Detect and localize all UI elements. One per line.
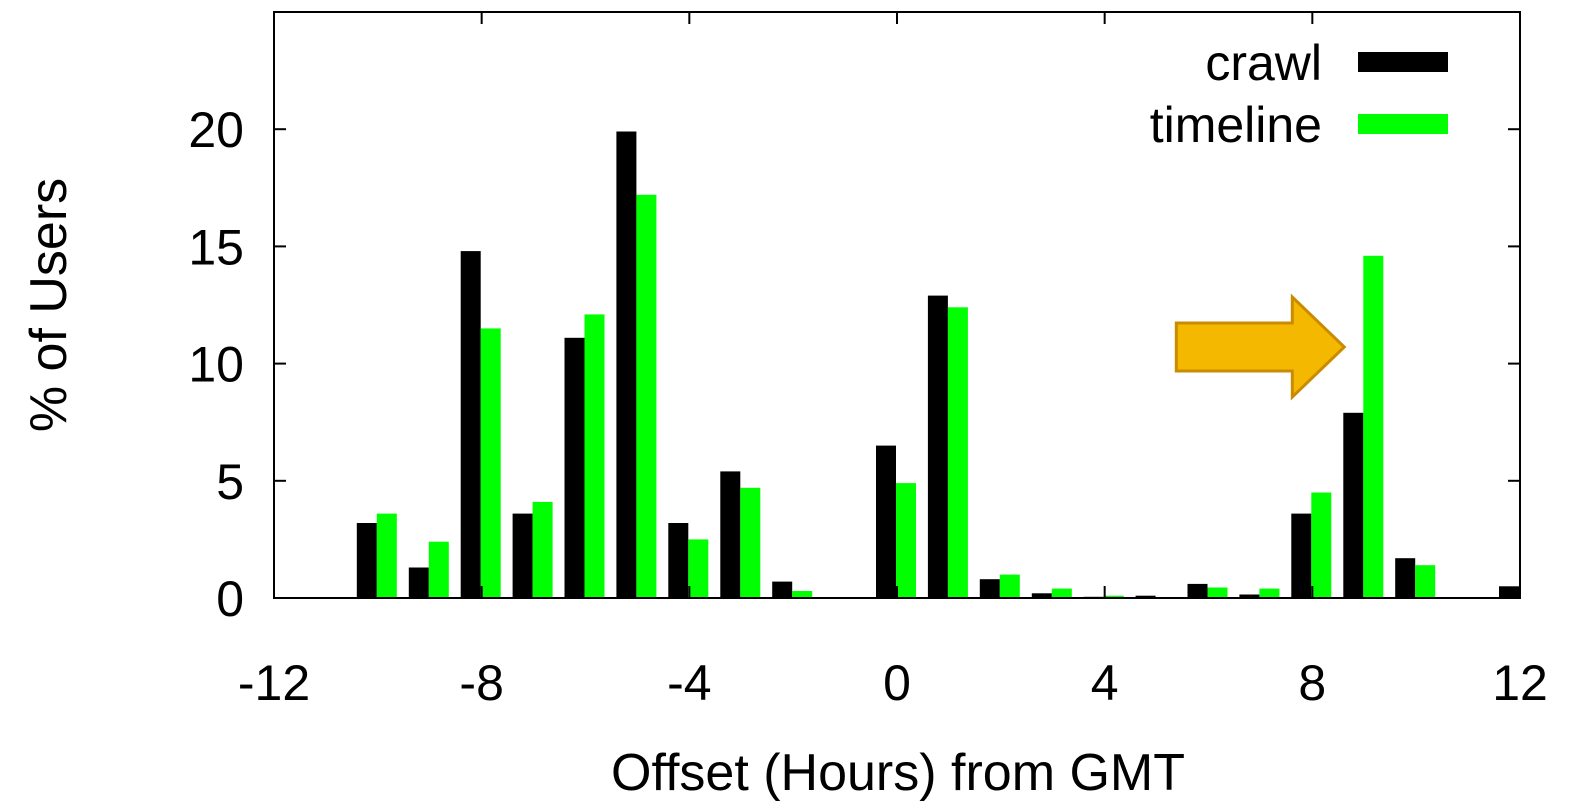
x-tick-label: -4 — [667, 655, 711, 711]
legend-label-timeline: timeline — [1150, 97, 1322, 153]
bar-timeline--5 — [636, 194, 657, 599]
y-tick-label: 0 — [216, 571, 244, 627]
annotation-arrow — [1174, 293, 1347, 401]
x-tick-label: 12 — [1492, 655, 1548, 711]
bar-timeline-1 — [947, 307, 968, 598]
legend-label-crawl: crawl — [1205, 35, 1322, 91]
bar-timeline--3 — [740, 487, 761, 598]
x-tick-label: 0 — [883, 655, 911, 711]
y-tick-label: 5 — [216, 454, 244, 510]
legend-swatch-crawl — [1358, 52, 1448, 72]
bar-crawl-9 — [1343, 412, 1364, 598]
bar-crawl-1 — [927, 295, 948, 598]
bars — [304, 131, 1519, 599]
bar-timeline-8 — [1311, 492, 1332, 598]
bar-crawl-12 — [1499, 586, 1519, 598]
bar-timeline--7 — [532, 501, 553, 598]
x-tick-label: -12 — [238, 655, 310, 711]
bar-timeline--10 — [376, 513, 397, 598]
bar-timeline--8 — [480, 328, 501, 598]
bar-crawl-8 — [1291, 513, 1312, 598]
bar-crawl-3 — [1031, 593, 1052, 598]
bar-crawl--4 — [668, 523, 689, 598]
x-tick-label: -8 — [459, 655, 503, 711]
bar-crawl--8 — [460, 251, 481, 598]
x-tick-label: 8 — [1298, 655, 1326, 711]
bar-crawl-7 — [1239, 594, 1260, 598]
y-tick-label: 20 — [188, 102, 244, 158]
bar-crawl--2 — [772, 581, 793, 598]
bar-crawl--7 — [512, 513, 533, 598]
bar-timeline--2 — [792, 591, 813, 598]
bar-timeline-0 — [896, 483, 916, 598]
x-axis-title: Offset (Hours) from GMT — [611, 744, 1185, 802]
x-tick-label: 4 — [1091, 655, 1119, 711]
bar-timeline-6 — [1207, 587, 1228, 598]
bar-crawl-6 — [1187, 583, 1208, 598]
bar-crawl-10 — [1395, 558, 1416, 598]
y-tick-label: 10 — [188, 337, 244, 393]
bar-timeline-7 — [1259, 588, 1280, 598]
bar-crawl--9 — [408, 567, 429, 598]
bar-timeline-4 — [1103, 595, 1124, 598]
y-tick-label: 15 — [188, 219, 244, 275]
bar-timeline--4 — [688, 539, 709, 598]
legend: crawl timeline — [1150, 35, 1448, 153]
bar-crawl-5 — [1135, 595, 1156, 598]
bar-timeline-3 — [1051, 588, 1072, 598]
y-axis-title: % of Users — [20, 178, 78, 432]
bar-crawl-0 — [876, 445, 896, 598]
bar-crawl--3 — [720, 471, 741, 598]
bar-crawl-2 — [979, 579, 1000, 598]
bar-timeline--9 — [428, 541, 449, 598]
legend-swatch-timeline — [1358, 114, 1448, 134]
bar-timeline-10 — [1415, 565, 1436, 598]
bar-crawl--10 — [356, 523, 377, 598]
axes: -12 -8 -4 0 4 8 12 0 5 10 15 20 — [188, 12, 1548, 711]
bar-timeline-2 — [999, 574, 1020, 598]
annotations — [1174, 293, 1347, 401]
bar-crawl--6 — [564, 337, 585, 598]
bar-timeline--6 — [584, 314, 605, 598]
bar-timeline-9 — [1363, 255, 1384, 599]
bar-crawl--5 — [616, 131, 637, 598]
